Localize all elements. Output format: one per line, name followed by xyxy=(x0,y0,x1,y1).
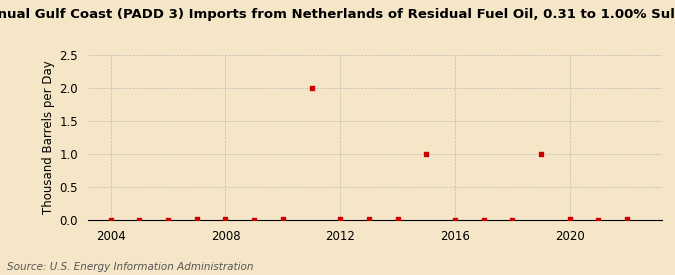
Point xyxy=(622,216,632,221)
Point xyxy=(392,216,403,221)
Point xyxy=(535,152,546,156)
Point xyxy=(593,218,603,222)
Point xyxy=(421,152,431,156)
Point xyxy=(248,218,259,222)
Point xyxy=(306,86,317,90)
Point xyxy=(277,216,288,221)
Point xyxy=(105,218,116,222)
Text: Annual Gulf Coast (PADD 3) Imports from Netherlands of Residual Fuel Oil, 0.31 t: Annual Gulf Coast (PADD 3) Imports from … xyxy=(0,8,675,21)
Point xyxy=(363,216,374,221)
Y-axis label: Thousand Barrels per Day: Thousand Barrels per Day xyxy=(43,60,55,215)
Text: Source: U.S. Energy Information Administration: Source: U.S. Energy Information Administ… xyxy=(7,262,253,272)
Point xyxy=(478,218,489,222)
Point xyxy=(134,218,144,222)
Point xyxy=(450,218,460,222)
Point xyxy=(220,216,231,221)
Point xyxy=(163,218,173,222)
Point xyxy=(335,216,346,221)
Point xyxy=(191,216,202,221)
Point xyxy=(507,218,518,222)
Point xyxy=(564,216,575,221)
